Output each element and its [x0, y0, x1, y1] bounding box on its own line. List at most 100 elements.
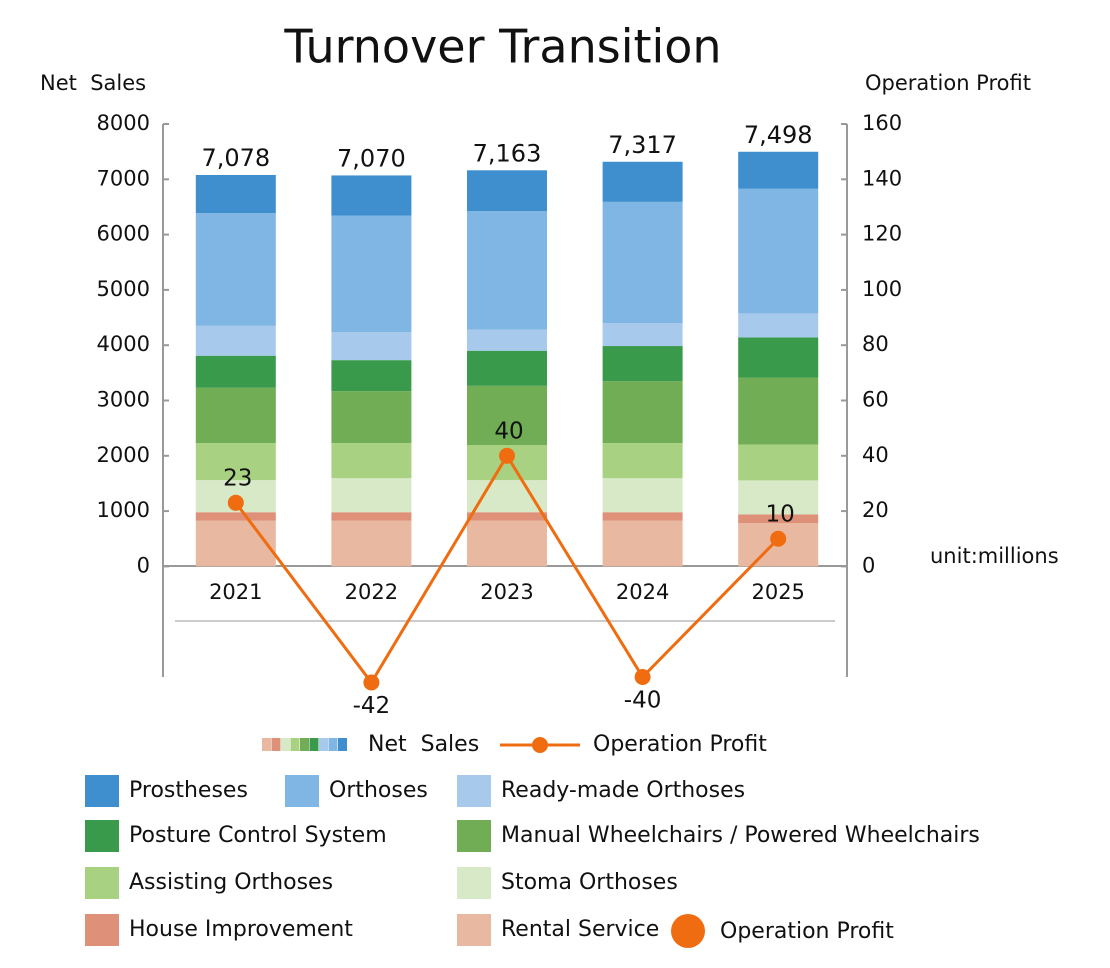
y2-tick-label: 80 — [862, 332, 889, 356]
profit-point — [227, 494, 244, 511]
profit-label: 10 — [766, 501, 795, 527]
profit-point — [770, 530, 787, 547]
bar-segment — [466, 170, 548, 212]
legend-label: Operation Profit — [593, 732, 767, 757]
y-tick-label: 1000 — [97, 498, 150, 522]
legend-label: Operation Profit — [720, 919, 894, 944]
legend-label: Manual Wheelchairs / Powered Wheelchairs — [501, 823, 980, 848]
legend-strip — [300, 738, 309, 751]
y-tick-label: 4000 — [97, 332, 150, 356]
profit-point — [634, 669, 651, 685]
bar-segment — [466, 520, 548, 567]
y-tick-label: 3000 — [97, 388, 150, 412]
total-label: 7,078 — [201, 144, 270, 172]
legend-swatch — [457, 775, 491, 807]
bar-segment — [602, 520, 683, 567]
bar-segment — [602, 478, 683, 513]
legend-swatch — [457, 867, 491, 899]
legend-swatch — [457, 820, 491, 852]
legend-label: Stoma Orthoses — [501, 870, 678, 895]
legend-strip — [290, 738, 300, 751]
bar-segment — [331, 512, 412, 521]
legend-strip — [262, 738, 271, 751]
bar-segment — [195, 387, 276, 444]
x-tick-label: 2022 — [345, 580, 398, 604]
y-tick-label: 5000 — [97, 277, 150, 301]
legend-swatch — [85, 867, 119, 899]
legend-label: Rental Service — [501, 917, 659, 942]
legend-label: House Improvement — [129, 917, 353, 942]
x-tick-label: 2021 — [209, 580, 262, 604]
bar-segment — [738, 444, 819, 481]
legend-dot — [671, 914, 705, 948]
profit-label: -40 — [624, 688, 662, 714]
bar-segment — [195, 443, 276, 481]
bar-segment — [331, 391, 412, 444]
y2-tick-label: 0 — [862, 553, 875, 577]
bar-segment — [466, 329, 548, 351]
legend-label: Posture Control System — [129, 823, 387, 848]
legend-swatch — [85, 914, 119, 946]
bar-segment — [195, 213, 276, 326]
bar-segment — [602, 161, 683, 202]
bar-segment — [466, 480, 548, 513]
profit-label: 23 — [223, 465, 252, 491]
y2-tick-label: 120 — [862, 222, 902, 246]
legend-strip — [319, 738, 328, 751]
bar-segment — [738, 188, 819, 314]
legend-dot — [532, 737, 548, 753]
bar-segment — [602, 381, 683, 444]
bar-segment — [331, 360, 412, 392]
y2-tick-label: 100 — [862, 277, 902, 301]
bar-segment — [466, 350, 548, 386]
bar-segment — [602, 323, 683, 347]
bar-segment — [195, 355, 276, 388]
bar-segment — [466, 211, 548, 330]
profit-point — [499, 447, 515, 464]
chart-title: Turnover Transition — [283, 20, 721, 74]
bar-segment — [195, 520, 276, 567]
y2-tick-label: 60 — [862, 388, 889, 412]
bar-segment — [195, 512, 276, 521]
legend-swatch — [457, 914, 491, 946]
legend-label: Orthoses — [329, 778, 428, 803]
legend-strip — [309, 738, 319, 751]
bar-segment — [331, 215, 412, 333]
y-axis-label: Net Sales — [40, 71, 146, 95]
legend-swatch — [85, 775, 119, 807]
bar-segment — [602, 512, 683, 521]
unit-note: unit:millions — [930, 544, 1059, 568]
bar-segment — [738, 514, 819, 524]
y-tick-label: 2000 — [97, 443, 150, 467]
bar-segment — [602, 346, 683, 382]
legend-label: Assisting Orthoses — [129, 870, 333, 895]
bar-segment — [331, 175, 412, 216]
bar-segment — [331, 520, 412, 567]
profit-label: 40 — [494, 418, 523, 444]
bar-segment — [195, 174, 276, 214]
bar-segment — [466, 385, 548, 446]
legend-strip — [281, 738, 290, 751]
y2-tick-label: 20 — [862, 498, 889, 522]
legend-swatch — [85, 820, 119, 852]
total-label: 7,498 — [744, 121, 813, 149]
bar-segment — [331, 332, 412, 361]
legend-label: Prostheses — [129, 778, 248, 803]
bar-segment — [466, 512, 548, 521]
legend-strip — [338, 738, 347, 751]
y-tick-label: 7000 — [97, 166, 150, 190]
bar-segment — [738, 377, 819, 445]
x-tick-label: 2025 — [751, 580, 804, 604]
bar-segment — [602, 201, 683, 324]
y-tick-label: 6000 — [97, 222, 150, 246]
y2-tick-label: 140 — [862, 166, 902, 190]
bar-segment — [331, 443, 412, 479]
legend-strip — [271, 738, 281, 751]
bar-segment — [738, 337, 819, 378]
total-label: 7,317 — [608, 131, 677, 159]
bar-segment — [738, 480, 819, 515]
bar-segment — [738, 151, 819, 189]
legend-label: Ready-made Orthoses — [501, 778, 745, 803]
profit-label: -42 — [353, 693, 391, 719]
